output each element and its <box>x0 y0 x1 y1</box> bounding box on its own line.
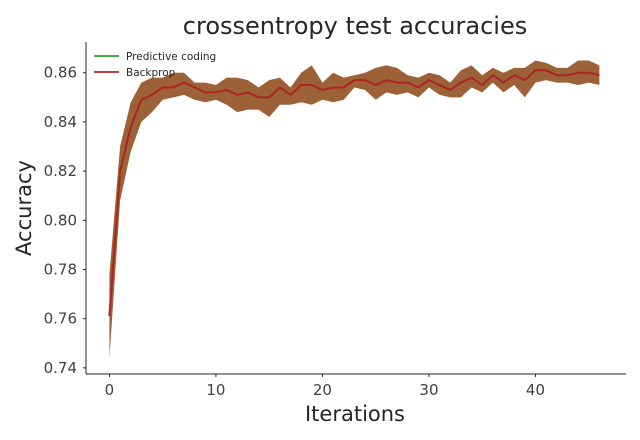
line-predictive-coding <box>108 69 600 317</box>
series-lines <box>108 69 600 317</box>
y-tick-label: 0.78 <box>44 260 77 278</box>
x-tick-label: 0 <box>105 381 115 399</box>
x-ticks: 0 10 20 30 40 <box>105 374 545 399</box>
x-tick-label: 30 <box>419 381 438 399</box>
y-tick-label: 0.74 <box>44 359 77 377</box>
x-tick-label: 10 <box>206 381 225 399</box>
legend-label-predictive-coding: Predictive coding <box>126 51 216 63</box>
legend-label-backprop: Backprop <box>126 67 176 79</box>
line-backprop <box>108 69 600 317</box>
x-tick-label: 20 <box>313 381 332 399</box>
band-backprop <box>109 60 600 359</box>
y-tick-label: 0.86 <box>44 64 77 82</box>
y-tick-label: 0.80 <box>44 211 77 229</box>
x-axis-label: Iterations <box>305 402 405 426</box>
y-tick-label: 0.84 <box>44 113 77 131</box>
y-ticks: 0.74 0.76 0.78 0.80 0.82 0.84 0.86 <box>44 64 86 377</box>
chart-title: crossentropy test accuracies <box>183 12 527 40</box>
legend: Predictive coding Backprop <box>94 51 216 79</box>
y-tick-label: 0.76 <box>44 310 77 328</box>
y-axis-label: Accuracy <box>12 160 36 256</box>
y-tick-label: 0.82 <box>44 162 77 180</box>
confidence-bands <box>109 60 600 359</box>
x-tick-label: 40 <box>526 381 545 399</box>
